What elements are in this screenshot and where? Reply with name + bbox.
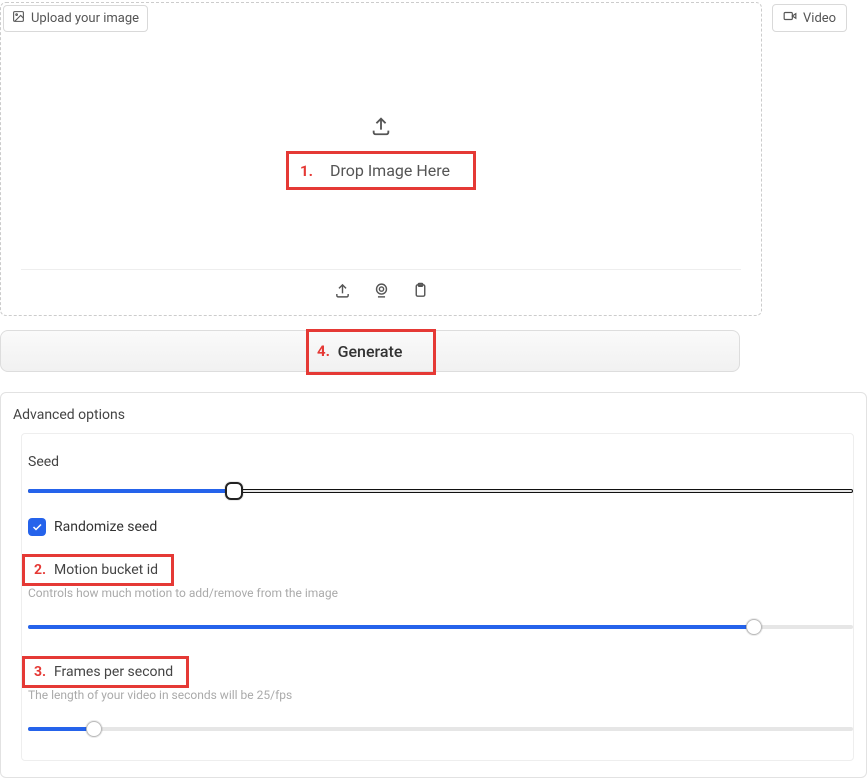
clipboard-icon[interactable] bbox=[412, 282, 429, 303]
upload-toolbar bbox=[21, 269, 741, 315]
slider-fill bbox=[28, 727, 94, 731]
fps-slider[interactable] bbox=[28, 718, 853, 740]
upload-panel: Upload your image 1. Drop Image Here bbox=[0, 2, 762, 316]
motion-label-annotation: 2 Motion bucket id bbox=[28, 558, 168, 582]
image-icon bbox=[12, 10, 25, 27]
motion-field: 2 Motion bucket id Controls how much mot… bbox=[22, 558, 853, 638]
fps-field: 3 Frames per second The length of your v… bbox=[22, 660, 853, 740]
randomize-seed-label: Randomize seed bbox=[54, 519, 157, 535]
slider-fill bbox=[28, 625, 754, 629]
motion-help: Controls how much motion to add/remove f… bbox=[28, 586, 853, 600]
annotation-number-2: 2 bbox=[34, 562, 46, 578]
upload-from-device-icon[interactable] bbox=[334, 282, 351, 303]
fps-label-annotation: 3 Frames per second bbox=[28, 660, 183, 684]
upload-header-label: Upload your image bbox=[31, 11, 139, 26]
video-button-label: Video bbox=[803, 11, 836, 26]
fps-help: The length of your video in seconds will… bbox=[28, 688, 853, 702]
advanced-options-title: Advanced options bbox=[1, 403, 866, 433]
dropzone[interactable]: 1. Drop Image Here bbox=[1, 34, 761, 269]
annotation-number-1: 1. bbox=[300, 162, 313, 180]
slider-thumb[interactable] bbox=[746, 619, 762, 635]
slider-fill bbox=[28, 489, 234, 493]
annotation-box-3 bbox=[22, 656, 189, 688]
seed-label: Seed bbox=[28, 454, 853, 470]
slider-rail bbox=[28, 727, 853, 731]
randomize-seed-row[interactable]: Randomize seed bbox=[22, 518, 853, 536]
video-icon bbox=[783, 9, 797, 27]
seed-field: Seed bbox=[22, 454, 853, 502]
video-button[interactable]: Video bbox=[772, 4, 847, 32]
slider-thumb[interactable] bbox=[225, 482, 243, 500]
webcam-icon[interactable] bbox=[373, 282, 390, 303]
seed-slider[interactable] bbox=[28, 480, 853, 502]
advanced-options-panel: Advanced options Seed Randomize seed 2 M… bbox=[0, 392, 867, 778]
annotation-box-1 bbox=[286, 151, 476, 190]
annotation-number-3: 3 bbox=[34, 664, 46, 680]
slider-thumb[interactable] bbox=[86, 721, 102, 737]
generate-button[interactable]: 4. Generate bbox=[0, 330, 740, 372]
motion-slider[interactable] bbox=[28, 616, 853, 638]
randomize-seed-checkbox[interactable] bbox=[28, 518, 46, 536]
annotation-number-4: 4. bbox=[317, 330, 330, 372]
upload-icon bbox=[370, 115, 392, 141]
drop-label-annotation: 1. Drop Image Here bbox=[294, 153, 468, 188]
upload-header: Upload your image bbox=[3, 5, 148, 32]
